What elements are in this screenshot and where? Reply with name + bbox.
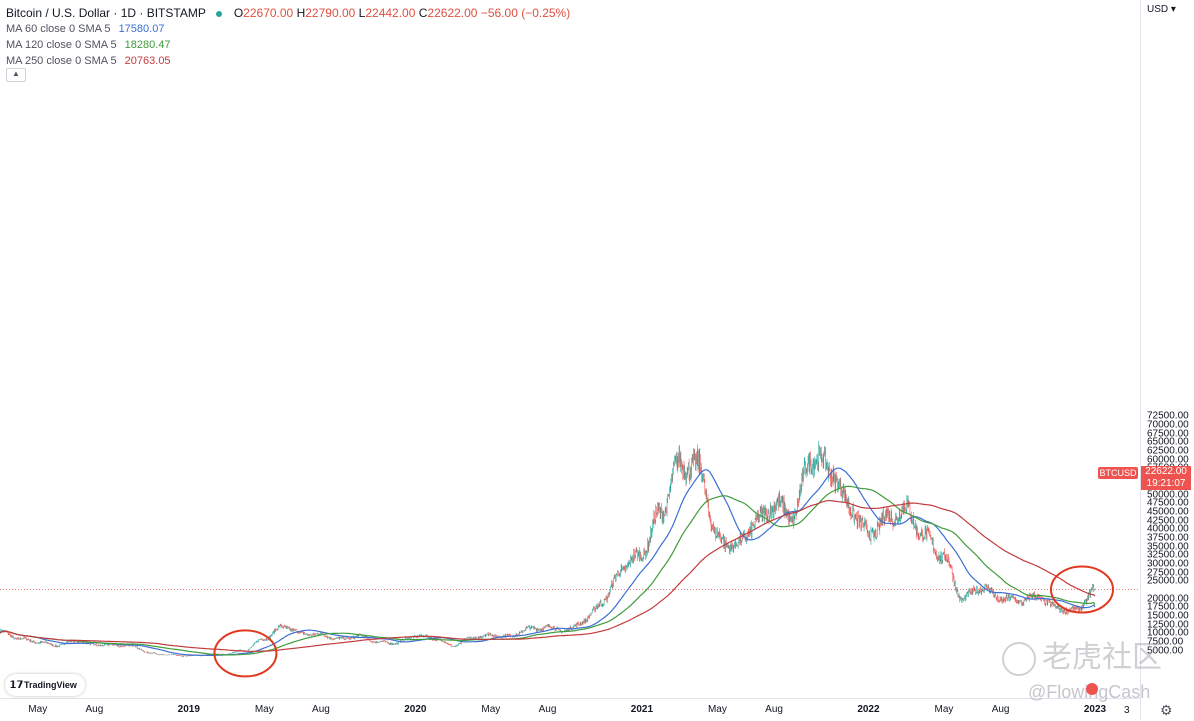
change-value: −56.00 (−0.25%) <box>480 6 571 20</box>
time-tick: May <box>28 704 48 715</box>
gear-icon[interactable]: ⚙ <box>1160 702 1173 718</box>
legend-ma60[interactable]: MA 60 close 0 SMA 5 17580.07 <box>6 23 165 35</box>
price-tick: 67500.00 <box>1147 428 1189 440</box>
legend-title-row: Bitcoin / U.S. Dollar · 1D · BITSTAMP O22… <box>6 5 570 21</box>
price-tick: 37500.00 <box>1147 532 1189 544</box>
chevron-up-icon: ▲ <box>12 69 20 78</box>
candles <box>0 440 1096 657</box>
price-tick: 5000.00 <box>1147 645 1184 657</box>
time-tick: Aug <box>765 704 783 715</box>
price-tick: 60000.00 <box>1147 454 1189 466</box>
price-tick: 35000.00 <box>1147 541 1189 553</box>
symbol-title[interactable]: Bitcoin / U.S. Dollar · 1D · BITSTAMP <box>6 6 206 20</box>
price-tick: 27500.00 <box>1147 567 1189 579</box>
time-tick: Aug <box>85 704 104 715</box>
price-axis[interactable]: USD ▾ 72500.00 70000.00 67500.00 65000.00 62… <box>1140 0 1194 720</box>
ma120-line[interactable] <box>0 485 1096 656</box>
currency-selector[interactable]: USD ▾ <box>1147 4 1176 15</box>
highlight-circle <box>213 629 278 678</box>
time-tick: 2020 <box>404 704 427 715</box>
price-tick: 72500.00 <box>1147 410 1189 422</box>
time-tick: May <box>934 704 954 715</box>
price-tick: 62500.00 <box>1147 445 1189 457</box>
legend-ma250[interactable]: MA 250 close 0 SMA 5 20763.05 <box>6 55 171 67</box>
chart-plot[interactable] <box>0 0 1140 698</box>
tradingview-logo-icon: 𝟭𝟳 <box>9 680 24 691</box>
symbol-tag: BTCUSD <box>1098 467 1138 479</box>
price-tick: 7500.00 <box>1147 636 1184 648</box>
last-price-tag: 22622.00 19:21:07 <box>1141 466 1191 490</box>
price-tick: 17500.00 <box>1147 601 1189 613</box>
price-tick: 65000.00 <box>1147 436 1189 448</box>
market-status-icon <box>215 10 222 17</box>
time-tick: May <box>254 704 274 715</box>
chart-legend: Bitcoin / U.S. Dollar · 1D · BITSTAMP O22… <box>6 5 570 69</box>
time-axis[interactable]: May Aug 2019 May Aug 2020 May Aug 2021 May Aug 2022… <box>0 698 1140 721</box>
highlight-circle <box>1050 565 1114 614</box>
price-tick: 20000.00 <box>1147 593 1189 605</box>
watermark: 老虎社区 <box>1002 632 1162 677</box>
price-tick: 12500.00 <box>1147 619 1189 631</box>
coin-icon <box>1002 642 1036 677</box>
bar-countdown: 19:21:07 <box>1146 478 1186 489</box>
time-tick: May <box>707 704 727 715</box>
price-tick: 30000.00 <box>1147 558 1189 570</box>
legend-ma120[interactable]: MA 120 close 0 SMA 5 18280.47 <box>6 39 171 51</box>
price-tick: 42500.00 <box>1147 515 1189 527</box>
time-tick: 2023 <box>1083 704 1107 715</box>
time-tick: Aug <box>538 704 557 715</box>
ohlc-values: O22670.00 H22790.00 L22442.00 C22622.00 … <box>233 6 571 20</box>
last-price: 22622.00 <box>1145 466 1187 477</box>
tradingview-logo[interactable]: 𝟭𝟳TradingView <box>5 674 85 696</box>
price-tick: 45000.00 <box>1147 506 1189 518</box>
time-tick: 2022 <box>857 704 880 715</box>
price-tick: 32500.00 <box>1147 549 1189 561</box>
time-tick: May <box>481 704 501 715</box>
price-tick: 50000.00 <box>1147 489 1189 500</box>
legend-collapse-button[interactable]: ▲ <box>6 68 26 82</box>
time-tick: Aug <box>312 704 330 715</box>
ma250-line[interactable] <box>0 499 1096 652</box>
time-tick: Aug <box>991 704 1010 715</box>
price-tick: 25000.00 <box>1147 575 1189 587</box>
price-tick: 47500.00 <box>1147 497 1189 509</box>
time-tick: 2019 <box>177 704 200 715</box>
ma60-line[interactable] <box>0 467 1096 656</box>
price-tick: 40000.00 <box>1147 523 1189 535</box>
price-tick: 15000.00 <box>1147 610 1189 622</box>
notification-badge-icon[interactable] <box>1086 683 1098 695</box>
timezone-label[interactable]: 3 <box>1124 705 1130 716</box>
price-tick: 10000.00 <box>1147 627 1189 639</box>
price-tick: 70000.00 <box>1147 419 1189 431</box>
time-tick: 2021 <box>630 704 654 715</box>
